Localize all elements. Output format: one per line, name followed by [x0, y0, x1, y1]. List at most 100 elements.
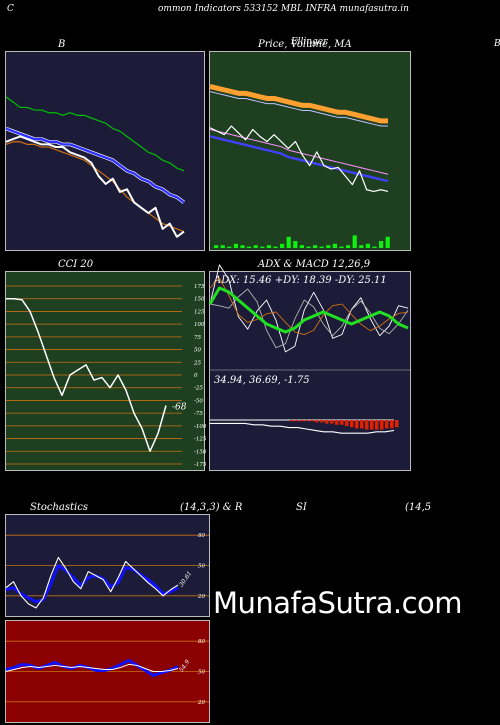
cci-tick-label: 175 — [194, 284, 205, 290]
macd-hist-bar — [390, 420, 394, 428]
macd-hist-bar — [370, 420, 374, 430]
volume-bar — [227, 247, 231, 248]
cci-tick-label: -100 — [194, 424, 207, 430]
stoch-tick-label: 50 — [198, 564, 205, 570]
volume-bar — [379, 241, 383, 248]
rsi-params: (14,5 — [405, 502, 431, 513]
volume-bar — [326, 245, 330, 248]
header-left-letter: C — [7, 4, 14, 14]
volume-bar — [260, 247, 264, 248]
volume-bar — [214, 245, 218, 248]
volume-bar — [366, 244, 370, 248]
volume-bar — [221, 245, 225, 248]
cci-tick-label: 150 — [194, 297, 205, 303]
volume-bar — [372, 247, 376, 248]
macd-hist-bar — [325, 420, 329, 424]
stochastics-params: (14,3,3) & R — [180, 502, 242, 513]
macd-hist-bar — [375, 420, 379, 430]
macd-hist-bar — [335, 420, 339, 425]
cci-tick-label: -175 — [194, 462, 207, 468]
cci-tick-label: -25 — [194, 386, 203, 392]
stochastics-panel: 80 50 20 30.61 — [5, 514, 210, 617]
volume-bar — [386, 237, 390, 248]
macd-hist-bar — [300, 420, 304, 421]
cci-tick-label: -125 — [194, 437, 207, 443]
adx-title: ADX & MACD 12,26,9 — [258, 259, 370, 270]
volume-bar — [333, 244, 337, 248]
volume-bar — [293, 241, 297, 248]
bb-middle-line — [6, 129, 184, 203]
volume-bar — [359, 245, 363, 248]
price-chart — [210, 52, 410, 250]
rsi-tick-label: 50 — [198, 670, 205, 676]
watermark: MunafaSutra.com — [213, 586, 462, 620]
macd-hist-bar — [350, 420, 354, 427]
cci-tick-label: 50 — [194, 348, 201, 354]
bollinger-title: B — [58, 39, 65, 50]
cci-tick-label: -150 — [194, 449, 207, 455]
macd-hist-bar — [360, 420, 364, 428]
header-right-letter: B — [494, 39, 500, 49]
cci-tick-label: -75 — [194, 411, 203, 417]
stoch-tick-label: 20 — [197, 594, 205, 600]
stoch-value-label: 30.61 — [178, 570, 194, 588]
bollinger-panel — [5, 51, 205, 251]
cci-tick-label: -50 — [194, 398, 203, 404]
macd-hist-bar — [320, 420, 324, 422]
ma-long-band — [210, 86, 388, 120]
volume-bar — [339, 247, 343, 248]
volume-bar — [306, 247, 310, 248]
adx-macd-chart — [210, 272, 410, 470]
volume-bar — [346, 245, 350, 248]
macd-hist-bar — [330, 420, 334, 424]
rsi-tick-label: 80 — [198, 639, 205, 645]
volume-bar — [280, 244, 284, 248]
volume-bar — [247, 247, 251, 248]
volume-bar — [353, 235, 357, 248]
macd-hist-bar — [340, 420, 344, 425]
rsi-tick-label: 20 — [197, 700, 205, 706]
cci-chart: 175 150 125 100 75 50 25 0 -25 -50 -75 -100 -125 -150… — [6, 272, 204, 470]
volume-bar — [234, 244, 238, 248]
volume-bar — [287, 237, 291, 248]
cci-title: CCI 20 — [58, 259, 93, 270]
macd-hist-bar — [290, 420, 294, 421]
rsi-title: SI — [296, 502, 307, 513]
adx-panel: ADX: 15.46 +DY: 18.39 -DY: 25.11 34.94, … — [209, 271, 411, 471]
volume-bar — [273, 247, 277, 248]
volume-bar — [254, 245, 258, 248]
bb-upper-line — [6, 97, 184, 171]
cci-tick-label: 25 — [193, 360, 201, 366]
macd-hist-bar — [305, 420, 309, 421]
cci-tick-label: 125 — [194, 309, 205, 315]
rsi-panel: 80 50 20 54.9 — [5, 620, 210, 723]
price-overlay-label: Ellinger — [291, 37, 327, 47]
macd-hist-bar — [345, 420, 349, 426]
page-title: ommon Indicators 533152 MBL INFRA munafa… — [158, 4, 409, 14]
macd-hist-bar — [355, 420, 359, 428]
stoch-tick-label: 80 — [198, 533, 205, 539]
volume-bar — [320, 247, 324, 248]
ma-mid-line — [210, 129, 388, 174]
stochastics-title: Stochastics — [30, 502, 88, 513]
volume-bar — [240, 245, 244, 248]
stoch-d-line — [6, 566, 178, 602]
macd-hist-bar — [315, 420, 319, 422]
di-plus-line — [210, 265, 408, 352]
price-panel — [209, 51, 411, 251]
cci-tick-label: 75 — [194, 335, 201, 341]
cci-tick-label: 100 — [194, 322, 205, 328]
volume-bar — [267, 245, 271, 248]
cci-panel: 175 150 125 100 75 50 25 0 -25 -50 -75 -100 -125 -150… — [5, 271, 205, 471]
cci-value-label: -68 — [172, 403, 187, 413]
macd-hist-bar — [380, 420, 384, 430]
bollinger-chart — [6, 52, 204, 250]
volume-bar — [300, 245, 304, 248]
macd-hist-bar — [295, 420, 299, 421]
macd-hist-bar — [395, 420, 399, 427]
volume-bar — [313, 245, 317, 248]
cci-tick-label: 0 — [194, 373, 198, 379]
macd-hist-bar — [310, 420, 314, 421]
